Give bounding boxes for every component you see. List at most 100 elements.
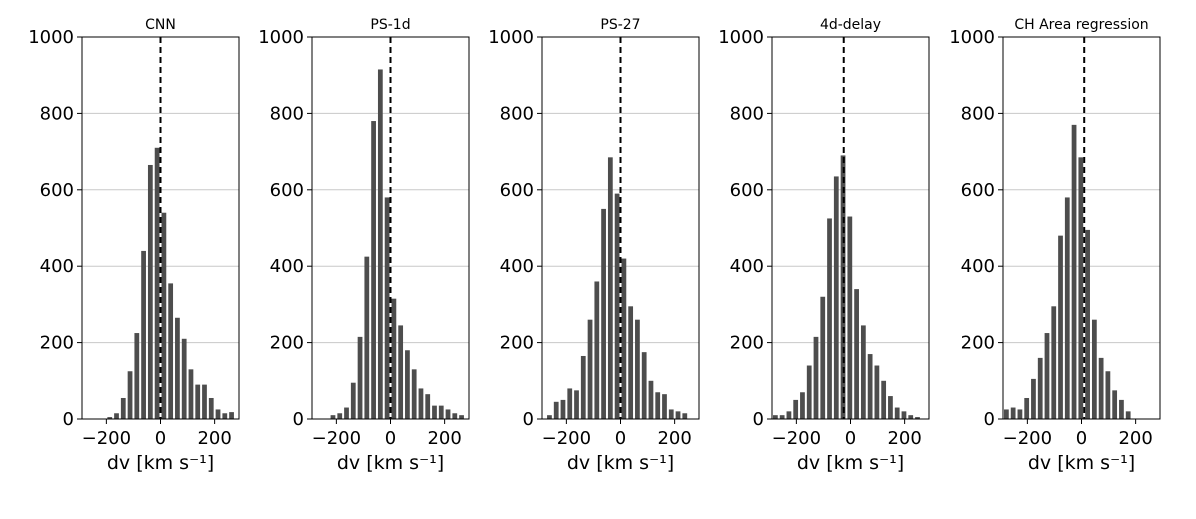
panel-5: 0 200 400 600 800 1000 −200 0 200 CH Area regress… xyxy=(949,17,1161,474)
x-axis-label: dv [km s⁻¹] xyxy=(337,452,444,474)
histogram-bar xyxy=(901,411,907,419)
histogram-bar xyxy=(418,388,424,419)
y-tick-label: 600 xyxy=(270,180,304,201)
y-tick-label: 1000 xyxy=(949,27,995,48)
bars xyxy=(547,157,688,419)
histogram-bar xyxy=(215,409,221,419)
histogram-bar xyxy=(1098,357,1104,419)
histogram-bar xyxy=(1064,197,1070,419)
histogram-bar xyxy=(1119,399,1124,419)
panel-4: 0 200 400 600 800 1000 −200 0 200 4d-delay dv [km … xyxy=(718,17,930,474)
histogram-bar xyxy=(377,69,383,419)
y-tick-label: 200 xyxy=(500,333,534,354)
panel-title: CH Area regression xyxy=(1014,17,1148,33)
histogram-bar xyxy=(635,319,640,419)
histogram-bar xyxy=(432,405,437,419)
histogram-bar xyxy=(786,411,792,419)
histogram-bar xyxy=(908,415,914,419)
histogram-bar xyxy=(195,384,201,419)
histogram-bar xyxy=(574,390,579,419)
histogram-bar xyxy=(147,164,153,419)
y-tick-label: 800 xyxy=(961,103,995,124)
histogram-bar xyxy=(154,147,160,419)
histogram-bar xyxy=(337,413,343,419)
histogram-bar xyxy=(202,384,207,419)
y-tick-label: 600 xyxy=(961,180,995,201)
histogram-bar xyxy=(793,399,799,419)
histogram-bar xyxy=(779,415,785,419)
histogram-bar xyxy=(820,296,826,419)
histogram-bar xyxy=(1017,409,1023,419)
y-tick-label: 200 xyxy=(40,333,74,354)
y-tick-label: 1000 xyxy=(488,27,534,48)
bars xyxy=(773,155,920,419)
histogram-bar xyxy=(675,411,681,419)
x-tick-label: −200 xyxy=(772,428,821,449)
histogram-bar xyxy=(188,369,194,419)
histogram-bar xyxy=(1024,397,1030,419)
histogram-bar xyxy=(371,121,376,419)
panel-title: PS-27 xyxy=(600,17,640,33)
panel-2: 0 200 400 600 800 1000 −200 0 200 PS-1d dv [km s⁻¹… xyxy=(258,17,470,474)
histogram-bar xyxy=(888,396,893,419)
y-tick-label: 0 xyxy=(523,409,534,430)
x-tick-label: −200 xyxy=(82,428,131,449)
histogram-bar xyxy=(773,415,778,419)
histogram-bar xyxy=(567,388,573,419)
histogram-bar xyxy=(161,212,167,419)
histogram-bar xyxy=(127,371,133,419)
histogram-bar xyxy=(655,392,661,419)
x-tick-label: 0 xyxy=(615,428,626,449)
y-tick-label: 600 xyxy=(500,180,534,201)
histogram-bar xyxy=(330,415,336,419)
y-tick-label: 400 xyxy=(961,256,995,277)
y-tick-label: 200 xyxy=(270,333,304,354)
panel-1: 0 200 400 600 800 1000 −200 0 200 CNN dv [km s⁻¹] xyxy=(28,17,240,474)
histogram-bar xyxy=(881,380,887,419)
histogram-bar xyxy=(107,417,113,419)
histogram-bar xyxy=(1071,124,1077,419)
histogram-bar xyxy=(391,298,397,419)
histogram-bar xyxy=(364,256,370,419)
histogram-bar xyxy=(1051,306,1057,419)
x-tick-label: 0 xyxy=(1076,428,1087,449)
histogram-bar xyxy=(628,306,634,419)
histogram-bar xyxy=(411,369,417,419)
histogram-bar xyxy=(141,250,146,419)
y-tick-label: 0 xyxy=(293,409,304,430)
histogram-bar xyxy=(114,413,119,419)
histogram-bar xyxy=(614,193,620,419)
y-tick-label: 1000 xyxy=(258,27,304,48)
histogram-bar xyxy=(874,365,880,419)
histogram-bar xyxy=(181,338,187,419)
x-tick-label: −200 xyxy=(542,428,591,449)
histogram-bar xyxy=(398,325,404,419)
x-axis-label: dv [km s⁻¹] xyxy=(567,452,674,474)
histogram-bar xyxy=(1105,371,1111,419)
histogram-bar xyxy=(425,394,431,419)
histogram-bar xyxy=(208,397,214,419)
y-tick-label: 800 xyxy=(270,103,304,124)
y-tick-label: 0 xyxy=(63,409,74,430)
histogram-bar xyxy=(438,405,444,419)
histogram-bar xyxy=(806,365,812,419)
histogram-bar xyxy=(175,317,180,419)
histogram-bar xyxy=(1058,235,1063,419)
histogram-bar xyxy=(894,407,900,419)
histogram-bar xyxy=(662,394,667,419)
histogram-bar xyxy=(827,218,832,419)
x-tick-label: −200 xyxy=(1003,428,1052,449)
panel-title: PS-1d xyxy=(370,17,410,33)
x-tick-label: 200 xyxy=(197,428,231,449)
histogram-bar xyxy=(350,382,356,419)
histogram-bar xyxy=(1044,333,1050,419)
x-tick-label: 0 xyxy=(155,428,166,449)
histogram-bar xyxy=(222,413,228,419)
bars xyxy=(330,69,464,419)
histogram-bar xyxy=(1091,319,1097,419)
y-tick-label: 1000 xyxy=(28,27,74,48)
histogram-bar xyxy=(459,415,464,419)
histogram-bar xyxy=(833,176,839,419)
histogram-bar xyxy=(344,407,349,419)
histogram-bar xyxy=(560,399,566,419)
